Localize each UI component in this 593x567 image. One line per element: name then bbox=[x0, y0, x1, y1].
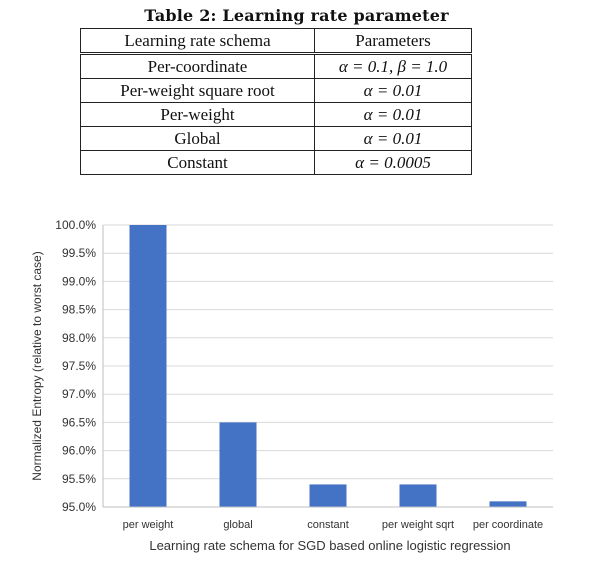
bar bbox=[219, 422, 257, 507]
y-tick-label: 96.0% bbox=[62, 444, 96, 458]
y-tick-labels: 95.0% 95.5% 96.0% 96.5% 97.0% 97.5% 98.0% 98.5%… bbox=[55, 218, 96, 514]
cell-parameters: α = 0.01 bbox=[314, 126, 472, 151]
axes bbox=[102, 225, 553, 508]
learning-rate-table: Learning rate schema Parameters Per-coor… bbox=[80, 28, 472, 175]
cell-schema: Per-weight square root bbox=[80, 78, 315, 103]
y-tick-label: 96.5% bbox=[62, 415, 96, 429]
x-axis-label: Learning rate schema for SGD based onlin… bbox=[149, 538, 510, 553]
x-tick-label: per weight bbox=[123, 519, 174, 531]
y-tick-label: 99.0% bbox=[62, 274, 96, 288]
cell-parameters: α = 0.01 bbox=[314, 102, 472, 127]
y-tick-label: 98.0% bbox=[62, 331, 96, 345]
y-tick-label: 99.5% bbox=[62, 246, 96, 260]
table-row: Per-weight α = 0.01 bbox=[80, 102, 472, 127]
table-row: Per-weight square root α = 0.01 bbox=[80, 78, 472, 103]
bar bbox=[489, 501, 527, 507]
y-tick-label: 100.0% bbox=[55, 218, 96, 232]
x-tick-label: global bbox=[223, 519, 252, 531]
x-tick-label: per weight sqrt bbox=[382, 519, 454, 531]
bar bbox=[129, 225, 167, 507]
y-tick-label: 98.5% bbox=[62, 303, 96, 317]
cell-schema: Global bbox=[80, 126, 315, 151]
y-tick-label: 97.0% bbox=[62, 387, 96, 401]
table-row: Per-coordinate α = 0.1, β = 1.0 bbox=[80, 53, 472, 79]
bar-chart: 95.0% 95.5% 96.0% 96.5% 97.0% 97.5% 98.0% 98.5%… bbox=[30, 218, 553, 553]
cell-schema: Per-coordinate bbox=[80, 53, 315, 79]
table-row: Constant α = 0.0005 bbox=[80, 150, 472, 175]
x-tick-label: constant bbox=[307, 519, 349, 531]
cell-schema: Constant bbox=[80, 150, 315, 175]
cell-schema: Per-weight bbox=[80, 102, 315, 127]
table-row: Global α = 0.01 bbox=[80, 126, 472, 151]
bar bbox=[399, 484, 437, 507]
x-tick-labels: per weight global constant per weight sqrt p… bbox=[123, 519, 544, 531]
table-caption: Table 2: Learning rate parameter bbox=[144, 6, 449, 25]
y-tick-label: 95.0% bbox=[62, 500, 96, 514]
bar bbox=[309, 484, 347, 507]
table-header-row: Learning rate schema Parameters bbox=[80, 28, 472, 55]
y-tick-label: 95.5% bbox=[62, 472, 96, 486]
cell-parameters: α = 0.01 bbox=[314, 78, 472, 103]
cell-parameters: α = 0.0005 bbox=[314, 150, 472, 175]
header-parameters: Parameters bbox=[314, 28, 472, 55]
cell-parameters: α = 0.1, β = 1.0 bbox=[314, 53, 472, 79]
x-tick-label: per coordinate bbox=[473, 519, 543, 531]
grid-lines bbox=[103, 224, 553, 480]
header-schema: Learning rate schema bbox=[80, 28, 315, 55]
y-tick-label: 97.5% bbox=[62, 359, 96, 373]
y-axis-label: Normalized Entropy (relative to worst ca… bbox=[30, 251, 44, 480]
bars bbox=[129, 225, 527, 507]
